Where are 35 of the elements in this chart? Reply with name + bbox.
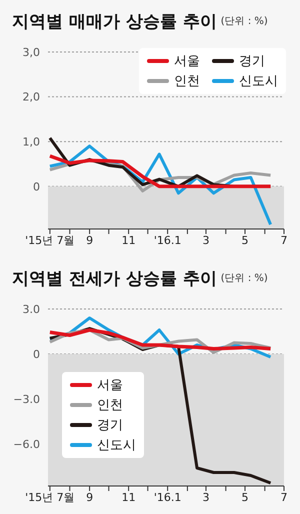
chart-subtitle: (단위 : %)	[220, 15, 268, 28]
x-tick-label: 9	[86, 490, 94, 504]
y-tick-label: 0	[33, 348, 40, 361]
line-series	[48, 154, 272, 188]
x-tick-label: '15년 7월	[25, 490, 75, 504]
chart-title: 지역별 전세가 상승률 추이	[12, 268, 217, 290]
chart-title: 지역별 매매가 상승률 추이	[12, 10, 217, 32]
y-tick-label: 3.0	[22, 302, 40, 316]
y-tick-label: −6.0	[13, 438, 40, 451]
y-tick-label: 1,0	[22, 136, 40, 149]
legend-label: 경기	[96, 417, 124, 434]
x-tick-label: 7	[280, 234, 288, 247]
legend-label: 인천	[173, 73, 200, 90]
x-tick-label: 11	[122, 234, 136, 247]
y-tick-label: 2,0	[22, 90, 40, 104]
y-tick-label: 0	[33, 180, 40, 194]
legend-label: 신도시	[238, 73, 278, 90]
legend-label: 인천	[96, 397, 124, 414]
x-tick-label: 11	[122, 490, 136, 504]
legend-label: 서울	[96, 377, 124, 394]
x-tick-label: 3	[202, 490, 210, 504]
x-tick-label: 7	[280, 490, 288, 504]
x-tick-label: 5	[241, 234, 248, 247]
x-tick-label: 5	[241, 490, 248, 504]
legend-label: 신도시	[96, 437, 136, 454]
chart-subtitle: (단위 : %)	[220, 272, 268, 285]
y-tick-label: 3,0	[22, 46, 40, 59]
x-tick-label: 3	[202, 234, 210, 247]
x-tick-label: '16.1	[154, 490, 182, 504]
y-tick-label: −3.0	[13, 392, 40, 406]
x-tick-label: '15년 7월	[25, 234, 75, 247]
legend-label: 경기	[238, 53, 266, 70]
x-tick-label: 9	[86, 234, 94, 247]
legend-label: 서울	[173, 53, 200, 70]
x-tick-label: '16.1	[154, 234, 182, 247]
